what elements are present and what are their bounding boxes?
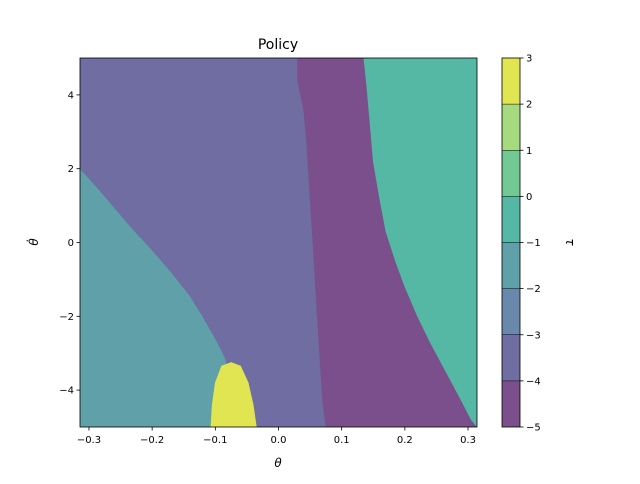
y-axis: −4 −2 0 2 4 — [59, 90, 80, 397]
colorbar-tick-label: −4 — [526, 376, 541, 387]
colorbar-tick-label: 3 — [526, 54, 532, 65]
y-tick-label: 4 — [68, 90, 74, 101]
y-tick-label: 2 — [68, 164, 74, 175]
x-tick-label: 0.1 — [334, 435, 350, 446]
colorbar-tick-label: −5 — [526, 423, 541, 434]
x-axis: −0.3 −0.2 −0.1 0.0 0.1 0.2 0.3 — [77, 427, 476, 446]
colorbar-segment — [502, 58, 520, 105]
colorbar-label: τ — [563, 238, 577, 246]
chart-title: Policy — [258, 37, 298, 53]
colorbar-segment — [502, 380, 520, 427]
colorbar-tick-label: 2 — [526, 100, 532, 111]
y-axis-label: θ̇ — [26, 238, 41, 246]
colorbar-segment — [502, 196, 520, 243]
colorbar-tick-label: −3 — [526, 330, 541, 341]
x-tick-label: 0.2 — [397, 435, 413, 446]
colorbar-tick-label: 0 — [526, 192, 532, 203]
contour-region-4 — [210, 362, 257, 427]
colorbar-segment — [502, 104, 520, 151]
plot-frame — [79, 57, 478, 428]
y-tick-label: −4 — [59, 386, 74, 397]
y-tick-label: −2 — [59, 312, 74, 323]
colorbar-segment — [502, 288, 520, 335]
colorbar-segment — [502, 150, 520, 197]
colorbar-segment — [502, 242, 520, 289]
x-tick-label: 0.3 — [460, 435, 476, 446]
x-tick-label: −0.3 — [77, 435, 101, 446]
y-tick-label: 0 — [68, 238, 74, 249]
x-axis-label: θ — [274, 456, 282, 470]
colorbar-segment — [502, 334, 520, 381]
x-tick-label: −0.1 — [203, 435, 227, 446]
contour-region-3 — [363, 58, 477, 427]
colorbar-tick-label: −2 — [526, 284, 541, 295]
colorbar-tick-label: −1 — [526, 238, 541, 249]
x-tick-label: 0.0 — [271, 435, 287, 446]
colorbar-tick-label: 1 — [526, 146, 532, 157]
colorbar: −5 −4 −3 −2 −1 0 1 2 3 — [501, 54, 541, 434]
x-tick-label: −0.2 — [140, 435, 164, 446]
plot-area — [80, 58, 477, 427]
